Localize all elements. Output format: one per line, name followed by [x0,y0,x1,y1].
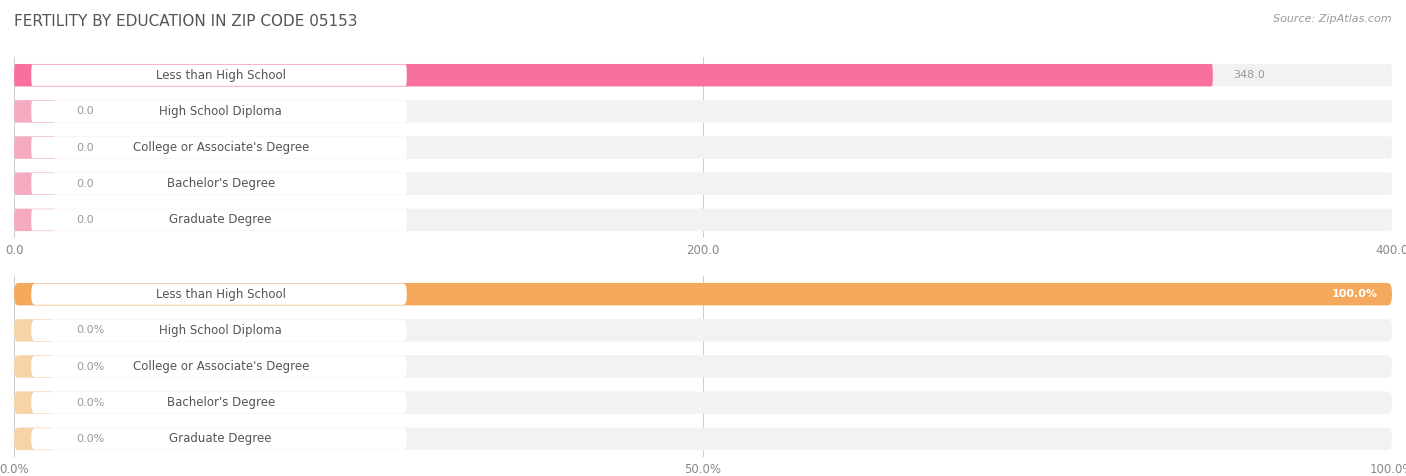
FancyBboxPatch shape [14,172,55,195]
FancyBboxPatch shape [31,320,406,341]
FancyBboxPatch shape [14,136,1392,159]
Text: Graduate Degree: Graduate Degree [170,432,271,446]
Text: Less than High School: Less than High School [156,69,285,82]
Text: 100.0%: 100.0% [1331,289,1378,299]
FancyBboxPatch shape [14,319,55,342]
FancyBboxPatch shape [14,391,55,414]
Text: 0.0: 0.0 [76,178,94,189]
Text: Bachelor's Degree: Bachelor's Degree [167,177,274,190]
Text: 348.0: 348.0 [1233,70,1265,80]
Text: High School Diploma: High School Diploma [159,324,283,337]
FancyBboxPatch shape [31,392,406,413]
FancyBboxPatch shape [14,64,1392,87]
Text: College or Associate's Degree: College or Associate's Degree [132,360,309,373]
FancyBboxPatch shape [14,283,1392,306]
Text: High School Diploma: High School Diploma [159,105,283,118]
Text: FERTILITY BY EDUCATION IN ZIP CODE 05153: FERTILITY BY EDUCATION IN ZIP CODE 05153 [14,14,357,30]
FancyBboxPatch shape [31,65,406,86]
FancyBboxPatch shape [14,319,1392,342]
FancyBboxPatch shape [14,100,1392,123]
Text: 0.0: 0.0 [76,215,94,225]
FancyBboxPatch shape [14,355,55,378]
FancyBboxPatch shape [14,391,1392,414]
Text: 0.0%: 0.0% [76,434,104,444]
FancyBboxPatch shape [31,356,406,377]
FancyBboxPatch shape [14,64,1213,87]
FancyBboxPatch shape [31,101,406,122]
Text: College or Associate's Degree: College or Associate's Degree [132,141,309,154]
FancyBboxPatch shape [14,136,55,159]
Text: 0.0%: 0.0% [76,397,104,408]
FancyBboxPatch shape [31,284,406,305]
Text: Source: ZipAtlas.com: Source: ZipAtlas.com [1274,14,1392,24]
Text: 0.0: 0.0 [76,106,94,117]
FancyBboxPatch shape [31,173,406,194]
FancyBboxPatch shape [14,208,1392,231]
FancyBboxPatch shape [14,172,1392,195]
FancyBboxPatch shape [31,209,406,230]
Text: 0.0: 0.0 [76,142,94,153]
FancyBboxPatch shape [14,283,1392,306]
FancyBboxPatch shape [14,427,1392,450]
Text: 0.0%: 0.0% [76,361,104,372]
FancyBboxPatch shape [31,428,406,449]
FancyBboxPatch shape [31,137,406,158]
Text: Less than High School: Less than High School [156,288,285,301]
Text: Graduate Degree: Graduate Degree [170,213,271,227]
FancyBboxPatch shape [14,208,55,231]
Text: 0.0%: 0.0% [76,325,104,336]
FancyBboxPatch shape [14,427,55,450]
Text: Bachelor's Degree: Bachelor's Degree [167,396,274,409]
FancyBboxPatch shape [14,355,1392,378]
FancyBboxPatch shape [14,100,55,123]
